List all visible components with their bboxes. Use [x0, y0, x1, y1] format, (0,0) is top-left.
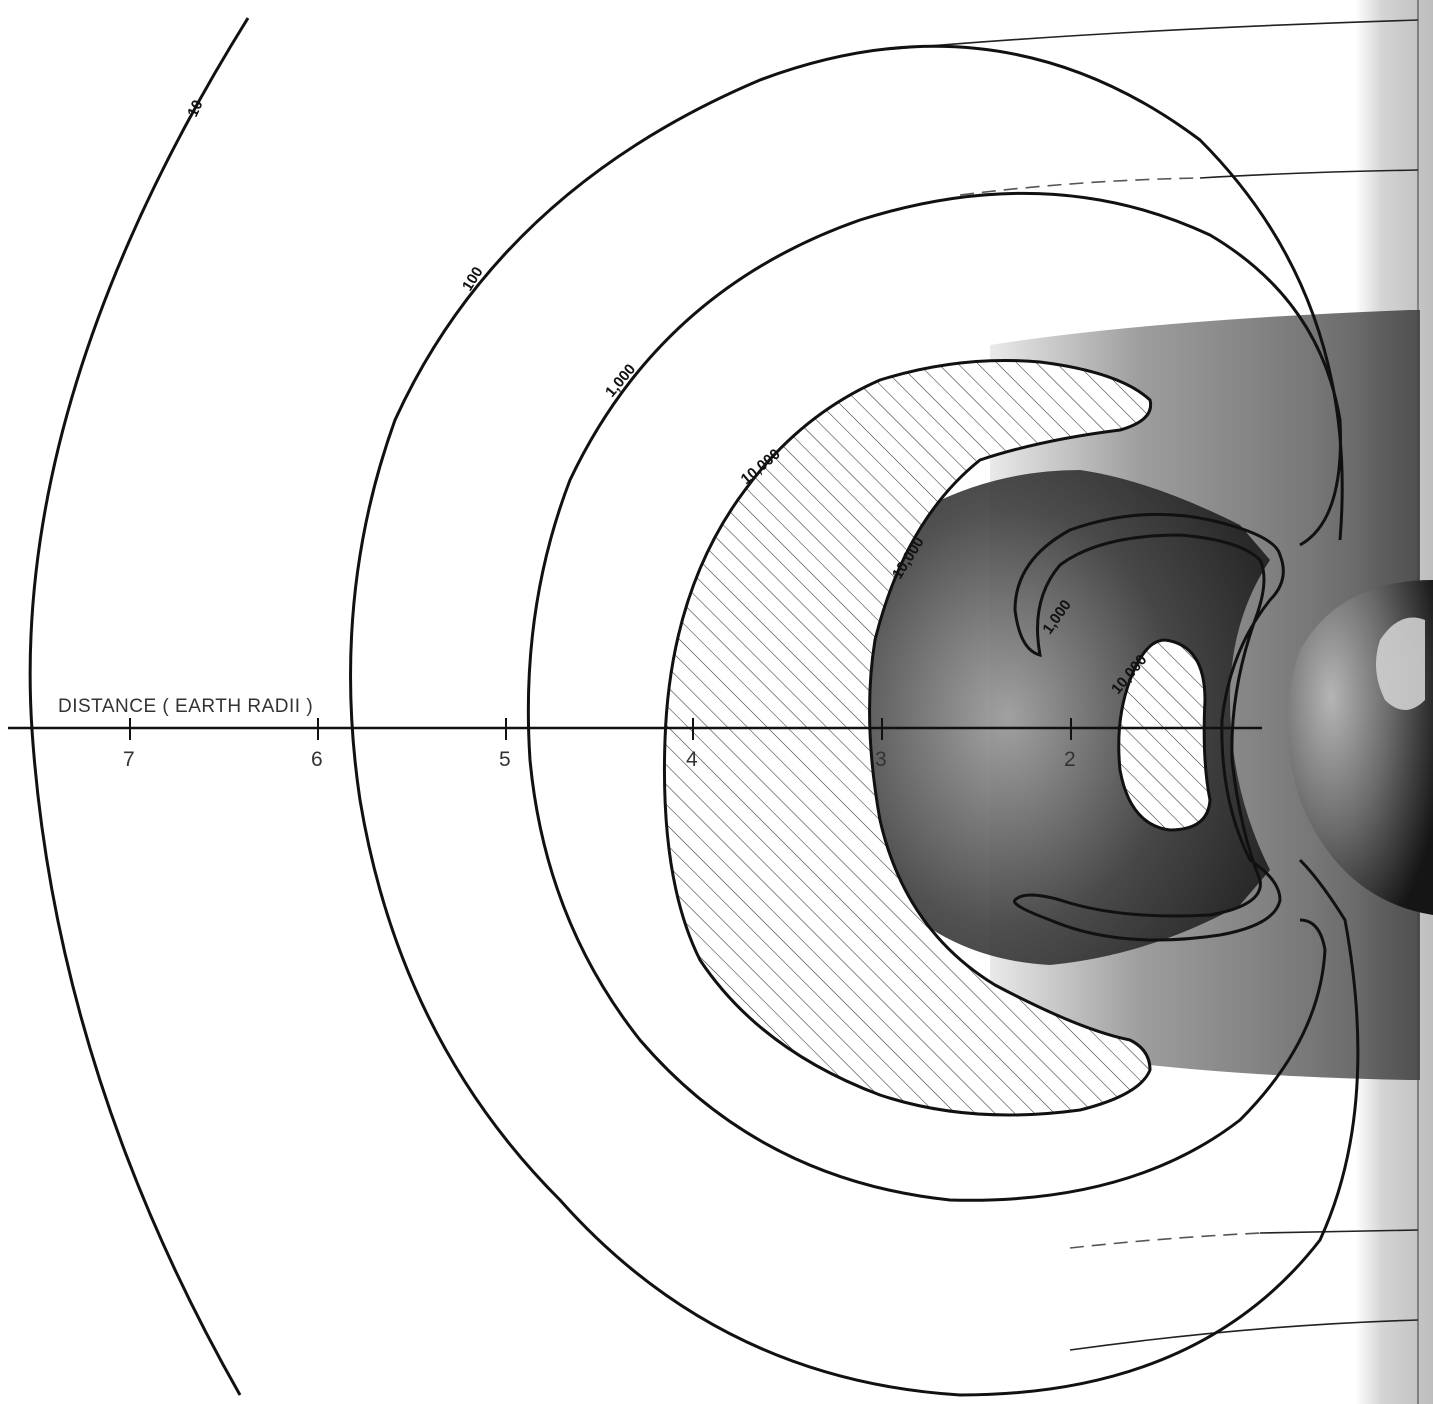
axis-tick-2: 2: [1064, 718, 1076, 771]
hatched-region-inner: [1117, 638, 1212, 832]
axis-tick-3: 3: [875, 718, 887, 771]
axis-tick-7: 7: [123, 718, 135, 771]
svg-text:7: 7: [123, 748, 135, 771]
hatched-region-outer: [664, 360, 1151, 1115]
svg-text:5: 5: [499, 748, 511, 771]
field-line-3: [1259, 1229, 1419, 1234]
contour-10000-outer: [662, 358, 1153, 1117]
field-line-2: [1199, 169, 1419, 179]
svg-text:10: 10: [184, 97, 206, 119]
dark-core-region: [867, 470, 1270, 965]
field-line-4: [1069, 1319, 1419, 1351]
contour-10: [28, 17, 250, 1396]
svg-text:3: 3: [875, 748, 887, 771]
contour-1000-outer: [526, 191, 1342, 1202]
contour-100: [349, 44, 1360, 1397]
contour-label-10: 10: [184, 97, 206, 119]
axis-title: DISTANCE ( EARTH RADII ): [58, 696, 313, 717]
earth-landmass: [1376, 617, 1425, 710]
svg-text:100: 100: [459, 264, 487, 294]
field-line-3-dashed: [1069, 1232, 1261, 1249]
contour-1000-inner: [1012, 512, 1285, 942]
field-line-2-dashed: [959, 177, 1201, 196]
svg-text:4: 4: [686, 748, 698, 771]
svg-text:6: 6: [311, 748, 323, 771]
svg-text:2: 2: [1064, 748, 1076, 771]
axis-tick-5: 5: [499, 718, 511, 771]
axis-tick-6: 6: [311, 718, 323, 771]
axis-tick-4: 4: [686, 718, 698, 771]
contour-label-100: 100: [459, 264, 487, 294]
